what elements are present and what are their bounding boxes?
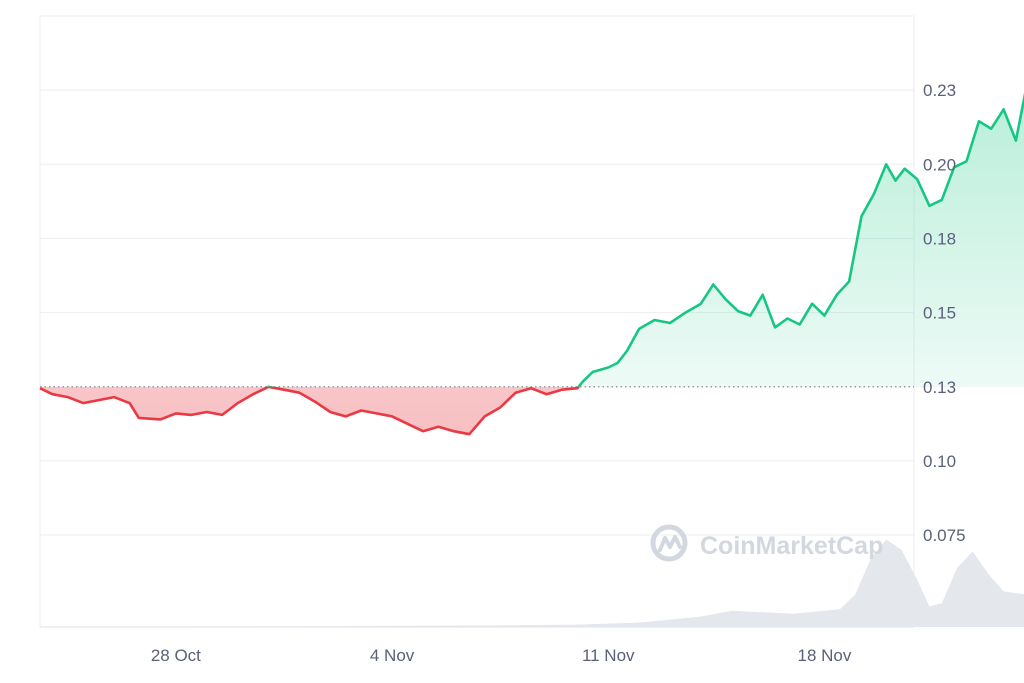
x-tick-label: 11 Nov <box>582 646 635 665</box>
x-axis: 28 Oct 4 Nov 11 Nov 18 Nov <box>151 646 852 665</box>
volume-area <box>40 539 1024 627</box>
coinmarketcap-logo-icon <box>650 524 688 562</box>
watermark: CoinMarketCap <box>650 524 883 562</box>
y-axis: 0.075 0.10 0.13 0.15 0.18 0.20 0.23 <box>923 81 966 545</box>
x-tick-label: 28 Oct <box>151 646 201 665</box>
y-tick-label: 0.18 <box>923 229 956 248</box>
y-tick-label: 0.075 <box>923 526 966 545</box>
watermark-text: CoinMarketCap <box>700 532 883 560</box>
y-tick-label: 0.10 <box>923 452 956 471</box>
price-areas <box>40 99 1024 435</box>
price-lines[interactable] <box>39 66 1024 436</box>
y-tick-label: 0.23 <box>923 81 956 100</box>
y-tick-label: 0.20 <box>923 155 956 174</box>
grid-lines <box>40 89 914 536</box>
x-tick-label: 18 Nov <box>798 646 852 665</box>
y-tick-label: 0.13 <box>923 378 956 397</box>
volume-area-path <box>40 539 1024 627</box>
price-line-above <box>265 92 1024 387</box>
area-above-baseline <box>578 99 1024 387</box>
y-tick-label: 0.15 <box>923 304 956 323</box>
x-tick-label: 4 Nov <box>370 646 415 665</box>
area-below-baseline <box>40 386 1024 435</box>
price-line-below <box>39 386 581 436</box>
